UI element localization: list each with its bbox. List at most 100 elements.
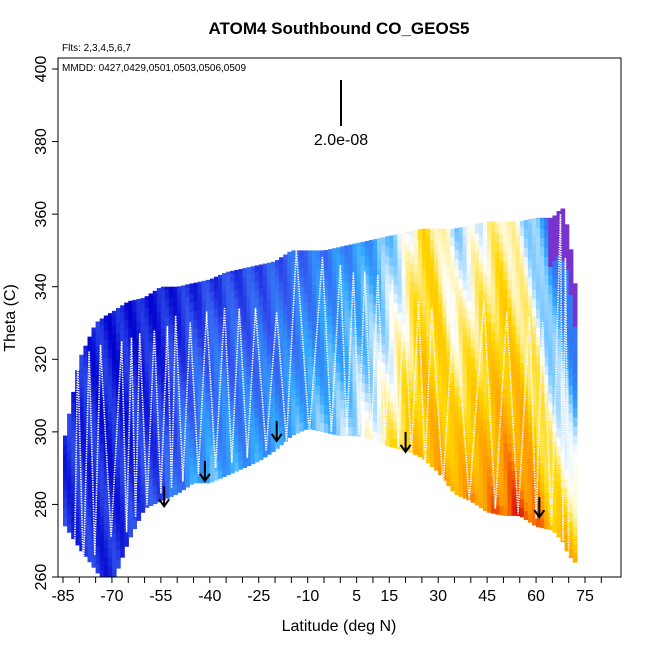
heat-cell — [540, 455, 545, 465]
heat-cell — [479, 444, 484, 454]
heat-cell — [140, 421, 146, 432]
heat-cell — [413, 427, 419, 437]
heat-cell — [544, 437, 549, 448]
heat-cell — [213, 398, 219, 408]
heat-cell — [401, 304, 407, 315]
heat-cell — [238, 351, 244, 361]
heat-cell — [548, 248, 553, 258]
heat-cell — [336, 335, 341, 345]
heat-cell — [458, 269, 464, 280]
heat-cell — [446, 267, 451, 278]
co-curtain — [63, 208, 578, 577]
heat-cell — [495, 350, 500, 361]
heat-cell — [319, 367, 325, 378]
heat-cell — [536, 345, 541, 355]
heat-cell — [95, 500, 101, 510]
heat-cell — [462, 325, 468, 336]
heat-cell — [181, 353, 186, 364]
heat-cell — [458, 469, 464, 479]
heat-cell — [165, 461, 170, 472]
heat-cell — [189, 411, 195, 422]
heat-cell — [544, 519, 549, 530]
heat-cell — [466, 490, 472, 501]
heat-cell — [160, 391, 166, 401]
heat-cell — [95, 346, 101, 356]
heat-cell — [470, 411, 476, 422]
heat-cell — [222, 294, 227, 305]
heat-cell — [372, 303, 378, 314]
heat-cell — [332, 416, 337, 426]
heat-cell — [258, 341, 264, 352]
heat-cell — [165, 371, 170, 381]
heat-cell — [495, 341, 500, 352]
heat-cell — [234, 280, 239, 291]
heat-cell — [209, 427, 215, 437]
heat-cell — [556, 436, 562, 447]
heat-cell — [556, 382, 562, 393]
heat-cell — [462, 253, 468, 263]
heat-cell — [124, 446, 129, 457]
heat-cell — [446, 240, 451, 251]
heat-cell — [242, 349, 248, 359]
heat-cell — [75, 499, 80, 510]
heat-cell — [205, 437, 211, 447]
heat-cell — [548, 302, 553, 313]
heat-cell — [368, 302, 374, 313]
heat-cell — [430, 448, 435, 458]
heat-cell — [67, 486, 72, 497]
heat-cell — [332, 279, 337, 290]
heat-cell — [152, 303, 158, 314]
heat-cell — [536, 299, 541, 310]
heat-cell — [377, 242, 382, 252]
heat-cell — [519, 289, 525, 300]
heat-cell — [572, 362, 578, 373]
heat-cell — [568, 394, 574, 404]
heat-cell — [564, 487, 570, 497]
heat-cell — [515, 442, 521, 453]
heat-cell — [332, 425, 337, 435]
heat-cell — [250, 400, 256, 410]
heat-cell — [95, 418, 101, 429]
heat-cell — [185, 387, 190, 397]
heat-cell — [218, 414, 223, 425]
heat-cell — [266, 417, 272, 428]
heat-cell — [487, 285, 492, 296]
heat-cell — [169, 414, 174, 425]
flight-arrow — [158, 486, 170, 509]
heat-cell — [556, 273, 562, 284]
heat-cell — [173, 449, 178, 459]
heat-cell — [556, 491, 562, 501]
heat-cell — [218, 342, 223, 352]
heat-cell — [246, 293, 252, 303]
heat-cell — [519, 389, 525, 400]
heat-cell — [177, 474, 182, 484]
heat-cell — [368, 384, 374, 394]
heat-cell — [470, 320, 476, 331]
heat-cell — [552, 441, 558, 452]
heat-cell — [536, 245, 541, 256]
heat-cell — [189, 456, 195, 467]
heat-cell — [99, 470, 105, 480]
heat-cell — [540, 445, 545, 456]
heat-cell — [160, 318, 166, 329]
heat-cell — [491, 349, 496, 360]
heat-cell — [156, 347, 162, 358]
heat-cell — [446, 276, 451, 287]
heat-cell — [397, 339, 403, 350]
heat-cell — [226, 420, 231, 430]
heat-cell — [205, 364, 211, 375]
heat-cell — [548, 393, 553, 403]
heat-cell — [462, 425, 468, 436]
heat-cell — [234, 461, 239, 472]
heat-cell — [470, 447, 476, 458]
heat-cell — [499, 297, 505, 307]
heat-cell — [527, 250, 533, 260]
heat-cell — [193, 455, 199, 466]
heat-cell — [385, 336, 390, 347]
heat-cell — [144, 307, 150, 318]
heat-cell — [540, 217, 545, 220]
heat-cell — [222, 340, 227, 350]
heat-cell — [201, 319, 207, 330]
heat-cell — [393, 375, 398, 385]
heat-cell — [507, 424, 513, 435]
